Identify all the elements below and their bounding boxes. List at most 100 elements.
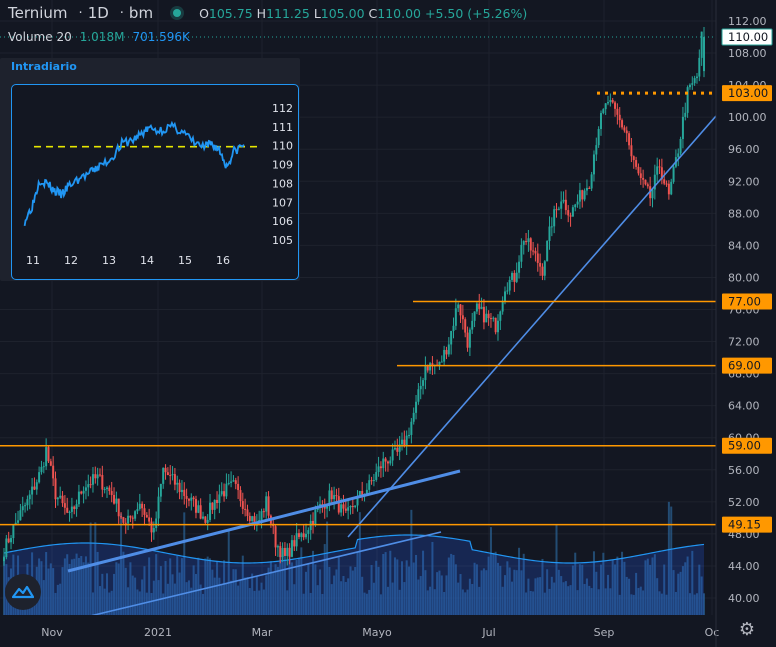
inset-x-tick: 13	[102, 254, 116, 267]
time-tick-label: Mayo	[362, 626, 392, 639]
candle-body	[405, 435, 408, 447]
volume-bar	[429, 586, 432, 615]
volume-bar	[248, 588, 251, 615]
candle-body	[370, 480, 373, 482]
candle-body	[288, 547, 291, 557]
volume-bar	[281, 551, 284, 615]
volume-bar	[162, 593, 165, 615]
trend-line[interactable]	[67, 469, 461, 573]
price-axis[interactable]: 112.00108.00104.00100.0096.0092.0088.008…	[716, 0, 776, 647]
volume-bar	[274, 564, 277, 615]
trend-line[interactable]	[85, 531, 442, 618]
low-label: L	[313, 5, 321, 21]
volume-bar	[253, 590, 256, 615]
volume-bar	[129, 562, 132, 615]
candle-body	[501, 301, 504, 312]
time-tick-label: 2021	[144, 626, 172, 639]
candle-body	[260, 511, 263, 521]
candle-body	[361, 490, 364, 496]
volume-title[interactable]: Volume 20	[8, 30, 72, 44]
candle-body	[251, 516, 254, 522]
candle-body	[38, 472, 41, 483]
volume-bar	[307, 563, 310, 615]
candle-body	[21, 506, 24, 511]
candle-body	[639, 173, 642, 178]
volume-bar	[635, 572, 638, 615]
price-levels[interactable]	[0, 91, 716, 526]
tradingview-logo-icon[interactable]	[5, 574, 41, 610]
volume-bar	[113, 573, 116, 615]
candle-body	[349, 506, 352, 508]
volume-bar	[653, 554, 656, 615]
volume-bar	[246, 577, 249, 615]
candle-body	[305, 533, 308, 538]
candle-body	[393, 447, 396, 450]
volume-bar	[368, 589, 371, 615]
candle-body	[230, 481, 233, 483]
volume-bar	[349, 566, 352, 615]
candle-body	[129, 515, 132, 518]
volume-bar	[91, 592, 94, 615]
time-tick-label: Mar	[252, 626, 273, 639]
candle-body	[548, 226, 551, 241]
candle-body	[101, 475, 104, 490]
volume-bar	[496, 562, 499, 615]
market-status-icon[interactable]	[173, 9, 182, 17]
candle-body	[35, 482, 38, 490]
candle-body	[602, 109, 605, 114]
candle-body	[302, 533, 305, 538]
volume-bar	[611, 559, 614, 615]
candle-body	[468, 329, 471, 348]
candle-body	[110, 491, 113, 495]
trendlines[interactable]	[67, 115, 717, 618]
candle-body	[384, 458, 387, 462]
time-axis[interactable]: Nov 2021 Mar Mayo Jul Sep Oc	[0, 615, 719, 647]
volume-bar	[599, 564, 602, 615]
candle-body	[454, 308, 457, 326]
price-tick-label: 52.00	[728, 496, 760, 509]
candle-body	[611, 100, 614, 103]
volume-bar	[328, 566, 331, 615]
volume-bar	[152, 580, 155, 615]
volume-bar	[75, 553, 78, 615]
candle-body	[148, 517, 151, 522]
candle-body	[564, 199, 567, 211]
candle-body	[183, 489, 186, 496]
volume-bar	[536, 577, 539, 615]
candle-body	[150, 521, 153, 533]
candle-body	[431, 363, 434, 366]
candle-body	[677, 153, 680, 158]
candle-body	[274, 526, 277, 548]
volume-legend: Volume 20 1.018M 701.596K	[8, 30, 190, 44]
candle-body	[670, 181, 673, 195]
price-tick-label: 92.00	[728, 175, 760, 188]
volume-bar	[192, 565, 195, 615]
price-level-label: 59.00	[728, 439, 761, 453]
volume-bar	[703, 593, 705, 615]
candle-body	[162, 467, 165, 484]
volume-bar	[173, 583, 176, 615]
interval-label[interactable]: 1D	[87, 4, 109, 22]
symbol-name[interactable]: Ternium	[8, 4, 68, 22]
candle-body	[480, 306, 483, 309]
candle-body	[382, 458, 385, 469]
volume-bar	[459, 574, 462, 615]
volume-ma-area	[4, 535, 704, 615]
price-tick-label: 88.00	[728, 207, 760, 220]
volume-bar	[94, 522, 97, 615]
inset-x-tick: 15	[178, 254, 192, 267]
volume-bar	[424, 570, 427, 615]
trend-line[interactable]	[347, 115, 717, 538]
volume-bar	[312, 550, 315, 615]
volume-bar	[157, 580, 160, 615]
settings-gear-icon[interactable]: ⚙	[738, 619, 756, 640]
candle-body	[87, 484, 90, 488]
volume-bar	[492, 552, 495, 615]
volume-bar	[672, 570, 675, 615]
candle-body	[681, 116, 684, 139]
candle-body	[98, 474, 101, 476]
volume-bar	[305, 571, 308, 615]
inset-y-tick: 105	[272, 234, 293, 247]
candle-body	[159, 483, 162, 497]
